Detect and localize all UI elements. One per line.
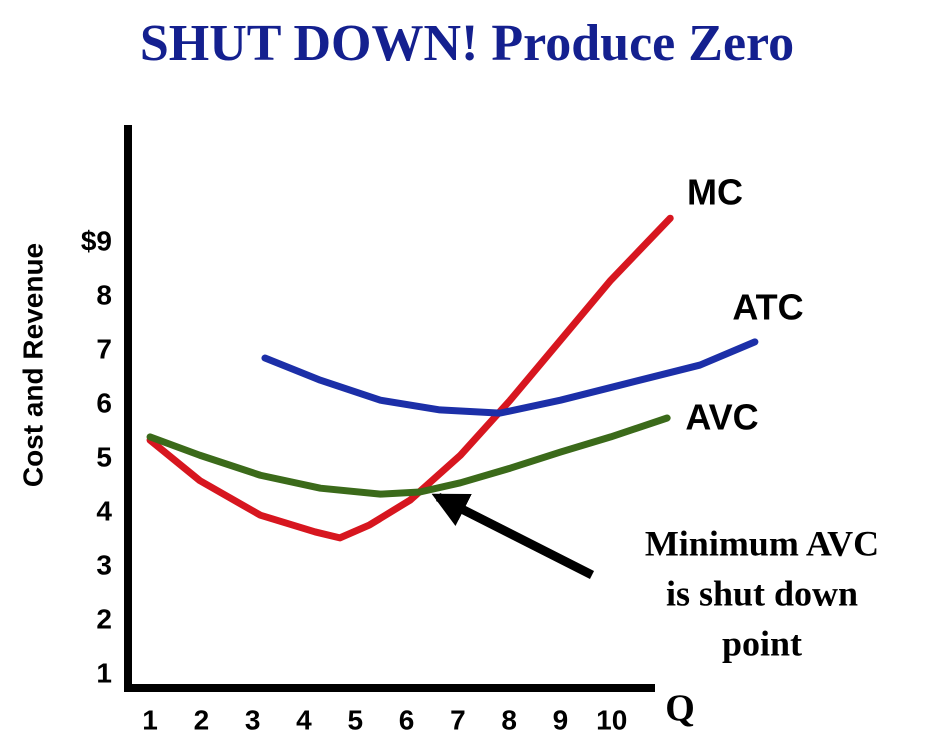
chart-title: SHUT DOWN! Produce Zero [140,15,794,72]
line [146,414,671,498]
x-tick-label: 10 [596,704,627,735]
y-tick-label: 1 [96,657,112,688]
annotation-line: point [722,623,802,663]
y-tick-label: 3 [96,549,112,580]
x-tick-label: 9 [553,704,569,735]
x-tick-label: 4 [296,704,312,735]
x-tick-label: 6 [399,704,415,735]
annotation: Minimum AVC is shut down point [645,523,879,663]
annotation-line: Minimum AVC [645,523,879,563]
x-tick-label: 3 [245,704,261,735]
series-label: MC [687,172,743,213]
y-tick-label: 5 [96,441,112,472]
x-tick-label: 7 [450,704,466,735]
annotation-line: is shut down [666,573,858,613]
x-axis-label: Q [665,688,695,730]
line [146,214,674,542]
line [261,338,759,417]
x-tick-label: 2 [194,704,210,735]
arrow [431,492,595,580]
series-label: AVC [685,397,758,438]
y-tick-label: 2 [96,603,112,634]
y-tick-label: 6 [96,387,112,418]
series-label: ATC [732,287,803,328]
x-tick-label: 8 [501,704,517,735]
y-tick-label: 4 [96,495,112,526]
y-tick-label: $9 [81,225,112,256]
y-tick-label: 7 [96,333,112,364]
x-tick-label: 1 [142,704,158,735]
y-tick-label: 8 [96,279,112,310]
y-axis-label: Cost and Revenue [17,243,48,487]
x-tick-label: 5 [347,704,363,735]
